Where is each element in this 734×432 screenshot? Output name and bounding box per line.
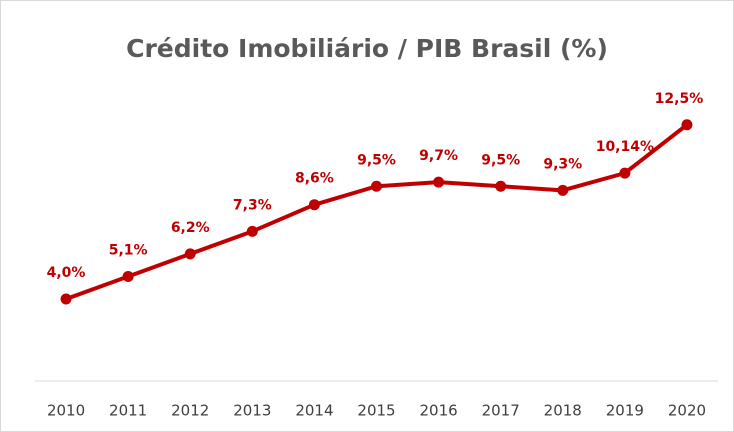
x-tick-label: 2011 <box>109 402 147 420</box>
value-label: 4,0% <box>47 265 86 281</box>
x-tick-label: 2015 <box>357 402 395 420</box>
x-tick-label: 2020 <box>668 402 706 420</box>
value-label: 8,6% <box>295 171 334 187</box>
value-label: 10,14% <box>596 139 654 155</box>
x-tick-label: 2016 <box>419 402 457 420</box>
value-label: 9,5% <box>481 152 520 168</box>
point <box>495 180 507 192</box>
value-label: 5,1% <box>109 242 148 258</box>
x-tick-label: 2010 <box>47 402 85 420</box>
point <box>557 184 569 196</box>
point <box>619 167 631 179</box>
x-tick-label: 2013 <box>233 402 271 420</box>
value-label: 12,5% <box>655 91 704 107</box>
chart-title: Crédito Imobiliário / PIB Brasil (%) <box>126 34 608 63</box>
value-label: 9,7% <box>419 148 458 164</box>
point <box>308 199 320 211</box>
x-tick-label: 2018 <box>544 402 582 420</box>
point <box>184 248 196 260</box>
value-label: 7,3% <box>233 197 272 213</box>
value-label: 9,3% <box>543 156 582 172</box>
x-tick-label: 2014 <box>295 402 333 420</box>
point <box>371 180 382 192</box>
x-tick-label: 2012 <box>171 402 209 420</box>
x-tick-label: 2019 <box>606 402 644 420</box>
point <box>60 293 72 305</box>
point <box>246 225 258 237</box>
point <box>433 176 445 188</box>
point <box>681 119 693 131</box>
value-label: 6,2% <box>171 220 210 236</box>
value-label: 9,5% <box>357 152 396 168</box>
point <box>122 270 134 282</box>
x-tick-label: 2017 <box>482 402 520 420</box>
